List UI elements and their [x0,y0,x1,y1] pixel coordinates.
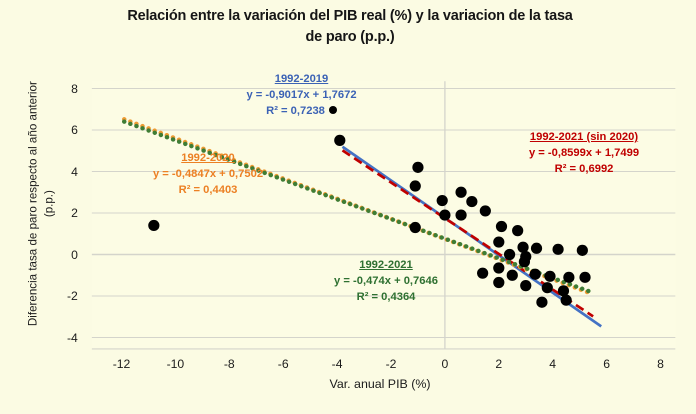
series-marker-icon [328,106,337,115]
y-tick-label: 6 [71,123,78,137]
scatter-points-group [148,134,591,308]
scatter-point [530,242,543,254]
scatter-point [557,285,570,297]
scatter-point [466,195,478,208]
y-tick-label: 8 [71,81,78,96]
annotation-equation: y = -0,4847x + 0,7502 [152,167,264,180]
scatter-point [409,221,421,234]
x-tick-label: -4 [331,356,343,371]
scatter-point [436,194,448,207]
page-title: Relación entre la variación del PIB real… [60,6,640,48]
scatter-point [503,248,516,261]
annotation-1992-2021-sin-2020: 1992-2021 (sin 2020) y = -0,8599x + 1,74… [484,130,684,178]
annotation-title: 1992-2019 [274,73,329,85]
scatter-point [520,280,532,292]
annotation-equation: y = -0,9017x + 1,7672 [246,88,357,101]
scatter-point [412,161,424,173]
scatter-point [477,267,489,279]
annotation-equation: y = -0,8599x + 1,7499 [528,146,640,159]
y-tick-label: 0 [71,247,78,262]
scatter-point [536,296,548,308]
y-tick-label: -4 [67,330,78,345]
scatter-point [563,271,575,283]
scatter-point [529,268,541,280]
x-tick-label: 6 [603,356,610,371]
x-tick-label: -10 [166,356,185,371]
scatter-point [517,241,529,253]
y-tick-label: 4 [71,164,78,179]
annotation-r2: R² = 0,6992 [554,162,614,175]
scatter-point [512,225,524,237]
x-tick-label: 0 [441,356,449,371]
annotation-1992-2021: 1992-2021 y = -0,474x + 0,7646 R² = 0,43… [296,258,476,306]
annotation-1992-2020: 1992-2020 y = -0,4847x + 0,7502 R² = 0,4… [118,151,298,199]
x-tick-label: -12 [112,356,131,371]
scatter-point [576,244,588,256]
scatter-point [579,271,591,283]
scatter-point [493,262,505,274]
annotation-1992-2019: 1992-2019 y = -0,9017x + 1,7672 R² = 0,7… [219,72,384,120]
plot-background [91,81,676,349]
chart-title-line-1: Relación entre la variación del PIB real… [127,8,573,24]
scatter-point [334,134,346,146]
scatter-point [493,236,505,248]
scatter-point [541,282,553,294]
scatter-point [409,180,421,192]
annotation-title: 1992-2021 (sin 2020) [529,131,639,143]
scatter-point [506,269,518,281]
x-tick-label: 2 [495,356,503,371]
x-tick-label: -2 [385,356,397,371]
scatter-point [439,209,451,221]
annotation-title: 1992-2021 [359,259,413,271]
scatter-point [560,294,572,306]
scatter-point [148,219,160,232]
x-tick-label: -8 [223,356,235,371]
x-tick-label: 8 [657,356,664,371]
scatter-point [455,186,467,198]
scatter-point [544,270,556,282]
annotation-title: 1992-2020 [181,152,235,164]
annotation-r2: R² = 0,7238 [266,104,325,117]
x-axis-title: Var. anual PIB (%) [329,377,431,391]
scatter-point [552,243,564,255]
y-tick-label: -2 [67,289,78,303]
annotation-r2-row: R² = 0,7238 [219,104,384,120]
scatter-point [479,205,491,217]
x-tick-label: 4 [549,356,557,371]
scatter-point [518,256,531,268]
y-tick-label: 2 [71,206,78,220]
scatter-point [495,220,508,233]
scatter-point [455,209,467,221]
annotation-r2: R² = 0,4364 [356,290,416,303]
chart-title-line-2: de paro (p.p.) [305,29,395,46]
trendline-1992-2021-sin-2020 [341,149,594,318]
annotation-r2: R² = 0,4403 [178,183,238,196]
annotation-equation: y = -0,474x + 0,7646 [334,274,438,287]
x-tick-label: -6 [277,356,289,371]
trendline-1992-2021 [121,119,593,294]
scatter-point [493,276,505,289]
